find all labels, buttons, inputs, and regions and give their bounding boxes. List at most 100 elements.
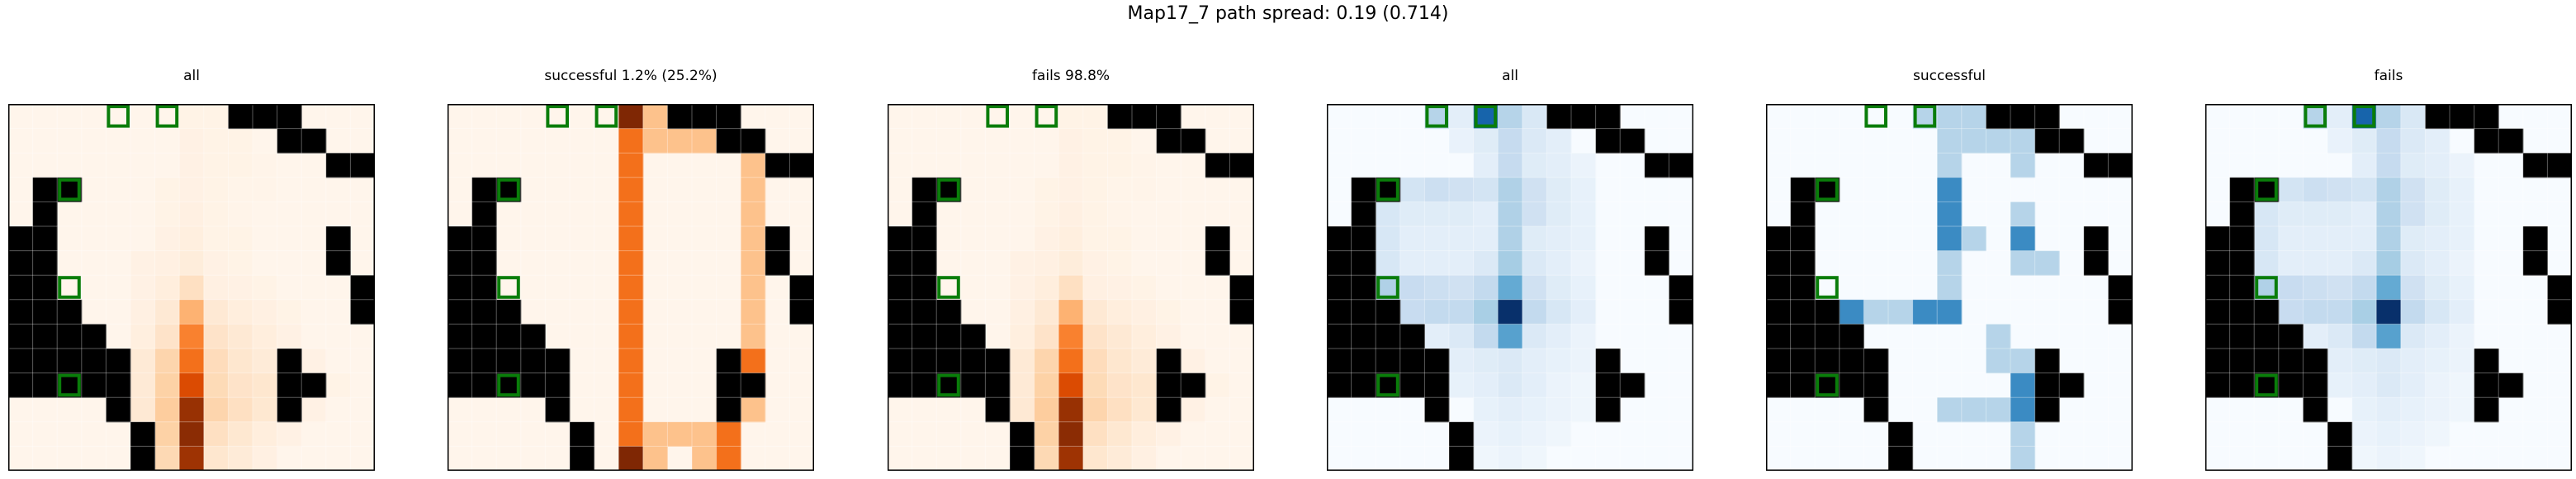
heatmap-cell xyxy=(1424,299,1450,325)
obstacle-cell xyxy=(1766,226,1792,252)
heatmap-cell xyxy=(1571,372,1597,398)
heatmap-cell xyxy=(1498,275,1523,301)
heatmap-cell xyxy=(203,250,229,276)
heatmap-cell xyxy=(2351,349,2377,374)
heatmap-cell xyxy=(618,324,644,349)
heatmap-cell xyxy=(1132,372,1158,398)
heatmap-cell xyxy=(2351,128,2377,154)
heatmap-cell xyxy=(2400,128,2426,154)
heatmap-cell xyxy=(2010,446,2036,471)
obstacle-cell xyxy=(2474,397,2499,423)
obstacle-cell xyxy=(1790,324,1816,349)
heatmap-cell xyxy=(2376,299,2402,325)
heatmap-cell xyxy=(1522,324,1547,349)
obstacle-cell xyxy=(471,275,497,301)
obstacle-cell xyxy=(1986,104,2011,130)
heatmap-cell xyxy=(228,397,253,423)
obstacle-cell xyxy=(2303,397,2328,423)
obstacle-cell xyxy=(2034,397,2060,423)
figure-title: Map17_7 path spread: 0.19 (0.714) xyxy=(1127,3,1449,24)
heatmap-cell xyxy=(179,250,205,276)
axes-frame xyxy=(1766,104,2133,471)
heatmap-cell xyxy=(2450,349,2475,374)
heatmap-cell xyxy=(741,299,766,325)
heatmap-cell xyxy=(2425,250,2451,276)
heatmap-cell xyxy=(1473,372,1499,398)
heatmap-cell xyxy=(2400,226,2426,252)
heatmap-cell xyxy=(1473,250,1499,276)
heatmap-cell xyxy=(2400,299,2426,325)
obstacle-cell xyxy=(2278,349,2304,374)
obstacle-cell xyxy=(253,104,278,130)
goal-marker xyxy=(2255,178,2278,202)
heatmap-cell xyxy=(618,349,644,374)
heatmap-cell xyxy=(154,324,180,349)
heatmap-cell xyxy=(301,349,327,374)
heatmap-cell xyxy=(179,299,205,325)
obstacle-cell xyxy=(1644,153,1669,178)
obstacle-cell xyxy=(1766,349,1792,374)
heatmap-cell xyxy=(1082,202,1108,227)
heatmap-cell xyxy=(2376,446,2402,471)
obstacle-cell xyxy=(447,324,473,349)
heatmap-cell xyxy=(1937,153,1963,178)
heatmap-cell xyxy=(154,177,180,202)
heatmap-cell xyxy=(692,446,717,471)
heatmap-cell xyxy=(1107,349,1133,374)
obstacle-cell xyxy=(888,275,913,301)
heatmap-cell xyxy=(1937,202,1963,227)
obstacle-cell xyxy=(2547,299,2572,325)
obstacle-cell xyxy=(1424,372,1450,398)
heatmap-cell xyxy=(1571,177,1597,202)
obstacle-cell xyxy=(912,324,937,349)
heatmap-cell xyxy=(130,397,156,423)
obstacle-cell xyxy=(1815,299,1840,325)
heatmap-cell xyxy=(1546,153,1572,178)
heatmap-cell xyxy=(642,421,668,447)
heatmap-cell xyxy=(1034,324,1059,349)
obstacle-cell xyxy=(1205,226,1230,252)
obstacle-cell xyxy=(2059,128,2085,154)
heatmap-cell xyxy=(741,349,766,374)
obstacle-cell xyxy=(1351,349,1376,374)
heatmap-cell xyxy=(1082,128,1108,154)
heatmap-cell xyxy=(1863,299,1889,325)
obstacle-cell xyxy=(447,372,473,398)
obstacle-cell xyxy=(228,104,253,130)
heatmap-cell xyxy=(642,446,668,471)
heatmap-cell xyxy=(2327,250,2353,276)
heatmap-cell xyxy=(741,177,766,202)
goal-marker xyxy=(937,178,960,202)
obstacle-cell xyxy=(57,299,83,325)
heatmap-cell xyxy=(2425,324,2451,349)
heatmap-cell xyxy=(130,299,156,325)
obstacle-cell xyxy=(130,421,156,447)
heatmap-cell xyxy=(1010,324,1035,349)
heatmap-cell xyxy=(2376,128,2402,154)
obstacle-cell xyxy=(350,299,375,325)
obstacle-cell xyxy=(888,226,913,252)
heatmap-cell xyxy=(1937,177,1963,202)
heatmap-cell xyxy=(1498,446,1523,471)
heatmap-cell xyxy=(277,421,302,447)
obstacle-cell xyxy=(2205,324,2231,349)
heatmap-cell xyxy=(1010,299,1035,325)
goal-marker xyxy=(2255,276,2278,299)
heatmap-cell xyxy=(228,202,253,227)
obstacle-cell xyxy=(130,446,156,471)
panel-2-title: successful 1.2% (25.2%) xyxy=(544,68,717,84)
heatmap-cell xyxy=(2327,128,2353,154)
heatmap-cell xyxy=(1522,372,1547,398)
heatmap-cell xyxy=(1449,372,1475,398)
obstacle-cell xyxy=(2083,250,2109,276)
obstacle-cell xyxy=(325,250,351,276)
obstacle-cell xyxy=(1595,372,1621,398)
heatmap-cell xyxy=(253,275,278,301)
heatmap-cell xyxy=(1546,397,1572,423)
obstacle-cell xyxy=(1766,275,1792,301)
heatmap-cell xyxy=(2400,250,2426,276)
heatmap-cell xyxy=(2425,421,2451,447)
heatmap-cell xyxy=(1107,372,1133,398)
heatmap-cell xyxy=(2254,226,2280,252)
obstacle-cell xyxy=(471,299,497,325)
